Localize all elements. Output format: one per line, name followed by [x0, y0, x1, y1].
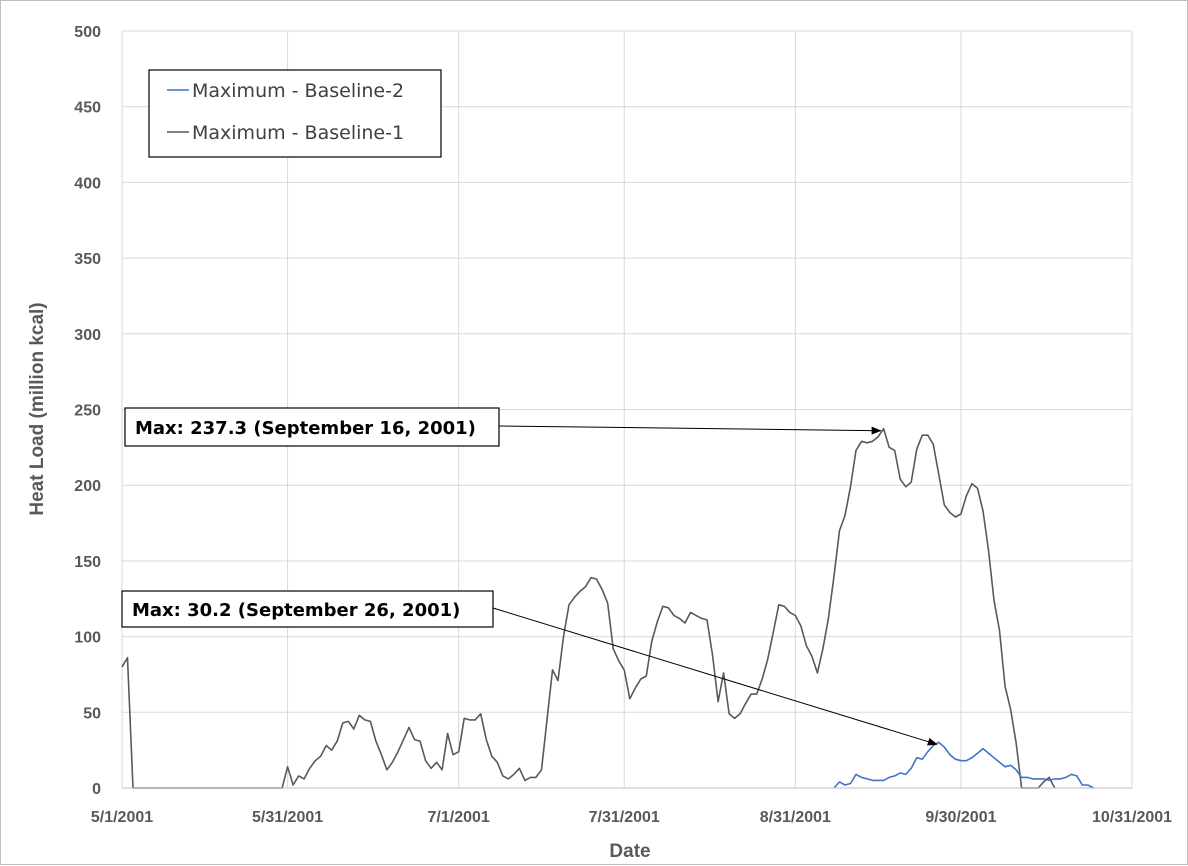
y-tick-label: 250	[74, 403, 101, 420]
legend-label-baseline-1: Maximum - Baseline-1	[192, 122, 404, 144]
legend: Maximum - Baseline-2 Maximum - Baseline-…	[148, 69, 442, 158]
y-tick-labels: 0 50 100 150 200 250 300 350 400 450 500	[74, 24, 101, 798]
series-lines	[121, 427, 1094, 789]
annotations: Max: 237.3 (September 16, 2001) Max: 30.…	[121, 407, 938, 746]
x-tick-labels: 5/1/2001 5/31/2001 7/1/2001 7/31/2001 8/31/2…	[91, 809, 1172, 826]
x-tick-label: 10/31/2001	[1092, 809, 1172, 826]
x-tick-label: 5/31/2001	[252, 809, 323, 826]
annotation-arrow-max-baseline-2	[492, 607, 938, 746]
y-tick-label: 450	[74, 100, 101, 117]
legend-box	[148, 69, 442, 158]
y-axis-title: Heat Load (million kcal)	[27, 302, 48, 515]
series-line-baseline-2	[833, 741, 1094, 789]
y-tick-label: 200	[74, 478, 101, 495]
x-axis-title: Date	[609, 841, 650, 862]
series-line-baseline-1	[121, 427, 1056, 789]
legend-label-baseline-2: Maximum - Baseline-2	[192, 80, 404, 102]
annotation-box-max-baseline-2	[121, 590, 494, 628]
y-tick-label: 0	[92, 781, 101, 798]
x-tick-label: 7/1/2001	[428, 809, 490, 826]
y-tick-label: 400	[74, 175, 101, 192]
x-tick-label: 5/1/2001	[91, 809, 153, 826]
x-tick-label: 7/31/2001	[589, 809, 660, 826]
y-tick-label: 50	[83, 705, 101, 722]
annotation-max-baseline-1: Max: 237.3 (September 16, 2001)	[135, 418, 476, 439]
y-tick-label: 300	[74, 327, 101, 344]
x-tick-label: 8/31/2001	[760, 809, 831, 826]
y-tick-label: 500	[74, 24, 101, 41]
y-tick-label: 100	[74, 630, 101, 647]
y-tick-label: 150	[74, 554, 101, 571]
annotation-max-baseline-2: Max: 30.2 (September 26, 2001)	[132, 600, 460, 621]
annotation-box-max-baseline-1	[124, 407, 500, 447]
y-tick-label: 350	[74, 251, 101, 268]
x-tick-label: 9/30/2001	[925, 809, 996, 826]
annotation-arrow-max-baseline-1	[498, 425, 882, 435]
